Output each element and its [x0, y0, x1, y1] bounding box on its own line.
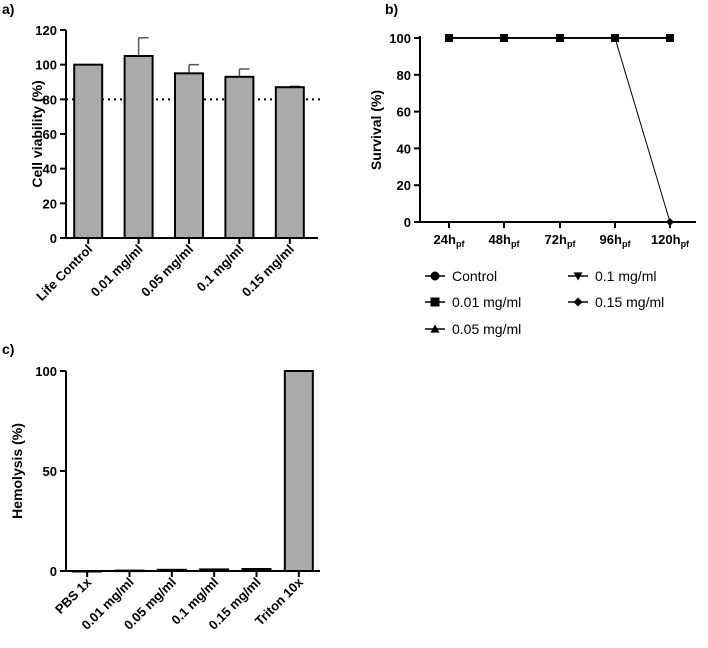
- bar-a: [174, 72, 204, 240]
- x-tick-label-sub: pf: [567, 239, 576, 249]
- x-tick-label-main: 96h: [600, 232, 622, 247]
- x-tick-label-b: 120hpf: [651, 232, 690, 249]
- x-tick-label-sub: pf: [511, 239, 520, 249]
- y-tick-label-b: 100: [389, 31, 411, 46]
- x-tick-label-sub: pf: [456, 239, 465, 249]
- legend-marker-triangle-up: [430, 324, 440, 333]
- x-tick-label-a: 0.01 mg/ml: [88, 242, 146, 300]
- legend-label: 0.05 mg/ml: [452, 321, 521, 337]
- data-point-square: [500, 34, 508, 42]
- y-tick-label-b: 60: [397, 105, 411, 120]
- x-tick-label-main: 120h: [651, 232, 681, 247]
- y-tick-label-b: 20: [397, 178, 411, 193]
- y-tick-label-a: 20: [43, 196, 57, 211]
- y-tick-label-b: 80: [397, 68, 411, 83]
- bar-c: [199, 568, 230, 573]
- bar-a: [274, 86, 305, 239]
- x-tick-label-a: 0.05 mg/ml: [138, 242, 196, 300]
- x-tick-label-b: 48hpf: [489, 232, 521, 249]
- series-line-diamond: [449, 37, 671, 223]
- x-tick-label-main: 24h: [434, 232, 456, 247]
- legend-marker-triangle-down: [573, 272, 583, 281]
- legend-marker-diamond: [573, 297, 583, 307]
- x-tick-label-b: 72hpf: [545, 232, 577, 249]
- bar-c: [241, 568, 272, 572]
- y-tick-label-a: 60: [43, 127, 57, 142]
- y-axis-title-c: Hemolysis (%): [9, 423, 25, 519]
- bar-a: [224, 75, 255, 239]
- bar-c: [283, 370, 314, 572]
- data-point-square: [556, 34, 564, 42]
- data-point-square: [611, 34, 619, 42]
- panel-label-c: c): [2, 341, 14, 357]
- y-tick-label-a: 100: [35, 58, 57, 73]
- legend-marker-circle: [430, 271, 440, 281]
- y-tick-label-c: 50: [43, 464, 57, 479]
- data-point-square: [666, 34, 674, 42]
- y-axis-title-b: Survival (%): [368, 90, 384, 170]
- x-tick-label-sub: pf: [681, 239, 690, 249]
- y-tick-label-a: 40: [43, 162, 57, 177]
- x-tick-label-c: PBS 1x: [52, 574, 95, 617]
- data-point-square: [445, 34, 453, 42]
- legend-label: 0.15 mg/ml: [595, 294, 664, 310]
- legend-marker-square: [430, 297, 440, 307]
- x-tick-label-main: 48h: [489, 232, 511, 247]
- legend-label: 0.01 mg/ml: [452, 294, 521, 310]
- x-tick-label-a: Life Control: [33, 242, 95, 304]
- panel-label-b: b): [385, 1, 398, 17]
- y-tick-label-b: 0: [404, 215, 411, 230]
- x-tick-label-a: 0.1 mg/ml: [194, 242, 247, 295]
- y-axis-title-a: Cell viability (%): [29, 80, 45, 187]
- y-tick-label-c: 0: [50, 564, 57, 579]
- y-tick-label-a: 80: [43, 92, 57, 107]
- panel-label-a: a): [2, 1, 14, 17]
- x-tick-label-main: 72h: [545, 232, 567, 247]
- y-tick-label-b: 40: [397, 141, 411, 156]
- bar-a: [123, 55, 154, 239]
- y-tick-label-a: 120: [35, 23, 57, 38]
- x-tick-label-a: 0.15 mg/ml: [239, 242, 297, 300]
- bar-a: [73, 63, 104, 239]
- x-tick-label-b: 96hpf: [600, 232, 632, 249]
- bar-c: [156, 568, 187, 572]
- y-tick-label-a: 0: [50, 231, 57, 246]
- x-tick-label-b: 24hpf: [434, 232, 466, 249]
- data-point-diamond: [666, 218, 674, 226]
- x-tick-label-sub: pf: [622, 239, 631, 249]
- legend-label: Control: [452, 268, 497, 284]
- y-tick-label-c: 100: [35, 364, 57, 379]
- legend-label: 0.1 mg/ml: [595, 268, 656, 284]
